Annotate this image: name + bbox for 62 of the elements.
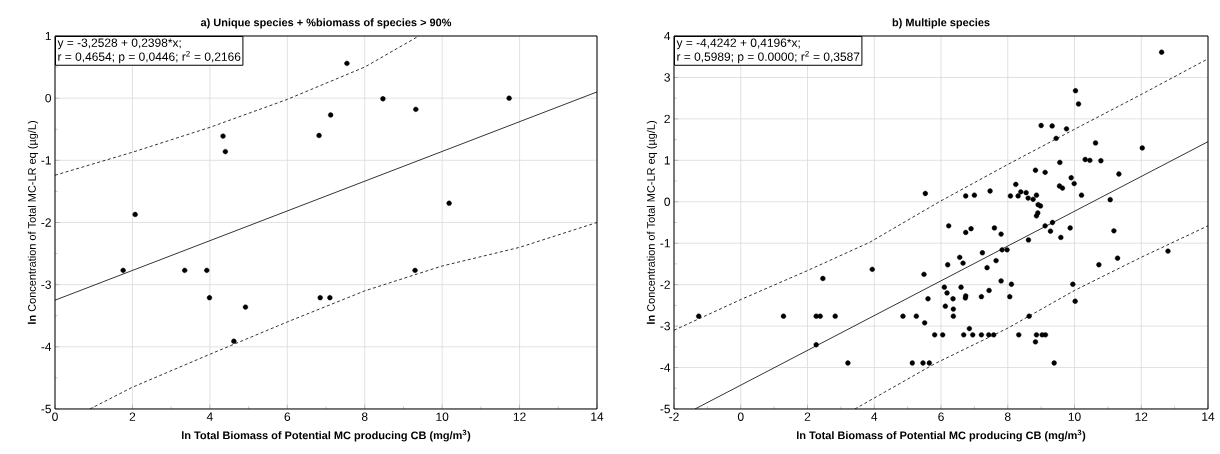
y-tick-label: -1 [41, 156, 51, 165]
x-tick-label: 0 [737, 412, 744, 421]
point [316, 132, 322, 139]
point [413, 106, 419, 112]
point [222, 149, 228, 155]
point [506, 95, 512, 101]
point [206, 295, 213, 301]
x-axis-title: ln Total Biomass of Potential MC producing CB (mg/m$^{3}$) [797, 429, 1086, 442]
chart-title: b) Multiple species [892, 18, 990, 29]
y-tick-label: -3 [41, 280, 51, 289]
x-tick-label: 6 [284, 412, 291, 421]
point [328, 112, 334, 118]
point [242, 304, 249, 310]
y-tick-label: -2 [660, 280, 670, 289]
point [120, 267, 126, 273]
annotation: r = 0,5989; p = 0.0000; r$^{2}$ = 0,3587 [677, 50, 860, 64]
point [412, 267, 418, 273]
y-tick-label: -5 [660, 404, 670, 414]
y-tick-label: 4 [664, 31, 671, 41]
point [380, 96, 386, 102]
y-tick-label: 3 [664, 73, 670, 82]
x-tick-label: 8 [361, 412, 368, 421]
point [344, 60, 350, 66]
annotation: y = -4,4242 + 0,4196*x; [676, 38, 800, 50]
point [317, 295, 323, 301]
x-tick-label: 14 [1202, 412, 1215, 421]
y-tick-label: -4 [660, 363, 671, 372]
x-tick-label: 10 [1068, 412, 1081, 421]
y-tick-label: -3 [660, 321, 670, 331]
point [220, 133, 226, 139]
chart-title: a) Unique species + %biomass of species > 90% [200, 18, 452, 29]
y-tick-label: 0 [664, 197, 671, 206]
y-tick-label: -5 [41, 404, 51, 414]
x-axis-title: ln Total Biomass of Potential MC producing CB (mg/m$^{3}$) [182, 429, 471, 442]
x-tick-label: 4 [871, 412, 878, 421]
x-tick-label: 6 [938, 412, 944, 421]
annotation: r = 0,4654; p = 0,0446; r$^{2}$ = 0,2166 [58, 50, 241, 64]
y-tick-label: -1 [660, 239, 670, 248]
point [204, 267, 210, 273]
x-tick-label: 10 [436, 412, 449, 421]
y-tick-label: -4 [41, 342, 52, 351]
annotation: y = -3,2528 + 0,2398*x; [57, 38, 181, 50]
x-tick-label: 2 [129, 412, 136, 421]
y-tick-label: 1 [45, 31, 51, 41]
point [182, 267, 188, 273]
x-tick-label: 8 [1004, 412, 1011, 421]
y-tick-label: 0 [45, 93, 52, 103]
point [231, 338, 237, 344]
x-tick-label: 12 [513, 412, 526, 421]
y-tick-label: 2 [664, 114, 670, 124]
x-tick-label: 12 [1135, 412, 1148, 421]
x-tick-label: 4 [206, 412, 213, 421]
y-axis-title: ln Concentration of Total MC-LR eq (µg/L) [646, 121, 658, 324]
point [327, 295, 333, 301]
x-tick-label: 2 [804, 412, 811, 421]
x-tick-label: 0 [52, 412, 58, 421]
point [132, 211, 138, 217]
y-tick-label: 1 [664, 156, 670, 165]
x-tick-label: 14 [591, 412, 604, 421]
y-tick-label: -2 [41, 218, 51, 227]
y-axis-title: ln Concentration of Total MC-LR eq (µg/L) [27, 121, 39, 324]
point [446, 200, 452, 206]
